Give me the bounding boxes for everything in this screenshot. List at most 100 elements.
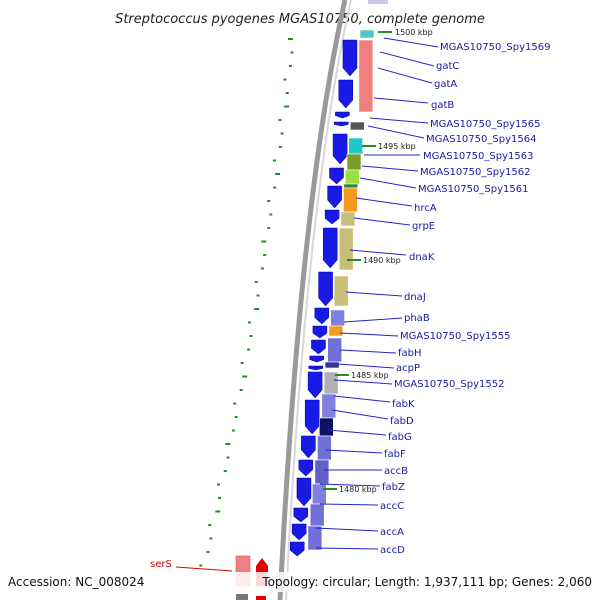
gene-label-gata[interactable]: gatA	[377, 67, 457, 90]
tick-label: 1500 kbp	[395, 28, 433, 37]
gc-dash	[218, 497, 222, 499]
cds-arrow	[298, 459, 314, 477]
gene-label-dnaj[interactable]: dnaJ	[345, 291, 426, 303]
gene-label-spy1561[interactable]: MGAS10750_Spy1561	[359, 177, 528, 195]
gene-label-fabf[interactable]: fabF	[325, 449, 406, 460]
svg-text:acpP[interactable]: acpP	[396, 363, 420, 374]
gc-dash	[267, 200, 271, 202]
rna-label-sers[interactable]: serS	[150, 559, 233, 572]
cds-arrow	[307, 371, 323, 399]
kbp-ticks: 1500 kbp 1495 kbp 1490 kbp 1485 kbp 1480…	[323, 28, 433, 494]
gene-label-gatc[interactable]: gatC	[379, 51, 459, 72]
gene-label-accb[interactable]: accB	[324, 466, 408, 477]
gene-label-fabz[interactable]: fabZ	[319, 482, 405, 493]
accession-text: Accession: NC_008024	[8, 575, 144, 589]
svg-text:fabK[interactable]: fabK	[392, 399, 415, 410]
svg-text:dnaK[interactable]: dnaK	[409, 252, 435, 263]
gc-dash	[242, 375, 248, 378]
cds-arrow	[293, 507, 309, 523]
gc-dash	[267, 227, 271, 229]
cog-block	[309, 503, 325, 527]
gc-dash	[226, 456, 230, 459]
svg-text:MGAS10750_Spy1561[interactable]: MGAS10750_Spy1561	[418, 184, 528, 195]
gene-label-dnak[interactable]: dnaK	[349, 249, 435, 263]
tick-label: 1495 kbp	[378, 142, 416, 151]
gene-label-spy1565[interactable]: MGAS10750_Spy1565	[369, 117, 540, 130]
tick-1500: 1500 kbp	[378, 28, 433, 37]
svg-text:MGAS10750_Spy1563[interactable]: MGAS10750_Spy1563	[423, 151, 533, 162]
gene-label-gatb[interactable]: gatB	[373, 97, 454, 111]
svg-text:gatB[interactable]: gatB	[431, 100, 454, 111]
gc-dash	[278, 119, 282, 121]
cds-arrow	[301, 435, 316, 459]
svg-text:accB[interactable]: accB	[384, 466, 408, 477]
gene-label-hrca[interactable]: hrcA	[355, 197, 437, 214]
gene-label-acca[interactable]: accA	[315, 527, 404, 538]
gc-dash	[254, 281, 258, 283]
svg-text:accA[interactable]: accA	[380, 527, 404, 538]
gene-label-spy1555[interactable]: MGAS10750_Spy1555	[339, 331, 510, 342]
cog-block	[348, 137, 364, 155]
gc-dash	[261, 240, 267, 243]
cds-arrow	[342, 39, 358, 77]
gc-dash	[240, 362, 244, 364]
gene-label-fabh[interactable]: fabH	[339, 348, 422, 359]
svg-text:MGAS10750_Spy1565[interactable]: MGAS10750_Spy1565	[430, 119, 540, 130]
svg-text:MGAS10750_Spy1564[interactable]: MGAS10750_Spy1564	[426, 134, 536, 145]
svg-text:fabH[interactable]: fabH	[398, 348, 422, 359]
svg-text:phaB[interactable]: phaB	[404, 313, 430, 324]
svg-text:hrcA[interactable]: hrcA	[414, 203, 437, 214]
gene-label-spy1569[interactable]: MGAS10750_Spy1569	[383, 37, 550, 53]
svg-text:fabD[interactable]: fabD	[390, 416, 414, 427]
gc-dash	[256, 294, 260, 297]
gene-label-spy1563[interactable]: MGAS10750_Spy1563	[364, 151, 533, 162]
svg-text:MGAS10750_Spy1555[interactable]: MGAS10750_Spy1555	[400, 331, 510, 342]
svg-text:MGAS10750_Spy1552[interactable]: MGAS10750_Spy1552	[394, 379, 504, 390]
cog-block	[327, 337, 343, 363]
svg-text:gatC[interactable]: gatC	[436, 61, 459, 72]
svg-text:serS[interactable]: serS	[150, 559, 172, 570]
tick-1490: 1490 kbp	[347, 256, 401, 265]
cds-arrow	[335, 111, 350, 119]
cds-arrow	[324, 209, 340, 225]
tick-label: 1485 kbp	[351, 371, 389, 380]
gene-label-spy1564[interactable]: MGAS10750_Spy1564	[367, 125, 536, 145]
gene-label-fabd[interactable]: fabD	[331, 409, 414, 427]
cds-arrow	[334, 121, 349, 127]
gc-dash	[208, 524, 212, 526]
svg-text:fabG[interactable]: fabG	[388, 432, 412, 443]
gene-label-spy1562[interactable]: MGAS10750_Spy1562	[361, 165, 530, 178]
gc-dash	[280, 132, 284, 135]
svg-text:accD[interactable]: accD	[380, 545, 405, 556]
svg-text:accC[interactable]: accC	[380, 501, 404, 512]
gc-dash	[273, 159, 276, 162]
gene-label-spy1552[interactable]: MGAS10750_Spy1552	[333, 379, 504, 390]
svg-text:MGAS10750_Spy1569[interactable]: MGAS10750_Spy1569	[440, 42, 550, 53]
svg-text:fabF[interactable]: fabF	[384, 449, 406, 460]
cog-block	[307, 525, 323, 551]
gene-label-accc[interactable]: accC	[319, 501, 404, 512]
svg-text:gatA[interactable]: gatA	[434, 79, 457, 90]
gc-dash	[273, 186, 277, 189]
svg-text:grpE[interactable]: grpE	[412, 221, 435, 232]
gene-label-fabk[interactable]: fabK	[333, 395, 415, 410]
svg-text:fabZ[interactable]: fabZ	[382, 482, 405, 493]
cog-block	[338, 227, 354, 271]
gene-label-phab[interactable]: phaB	[343, 313, 430, 324]
cds-arrow	[296, 477, 312, 507]
gene-label-fabg[interactable]: fabG	[327, 429, 412, 443]
cds-lane	[289, 39, 358, 557]
cds-arrow	[309, 355, 325, 363]
gene-label-grpe[interactable]: grpE	[353, 217, 435, 232]
genome-summary-text: Topology: circular; Length: 1,937,111 bp…	[261, 575, 592, 589]
svg-text:dnaJ[interactable]: dnaJ	[404, 292, 426, 303]
genome-backbone-inner	[285, 0, 352, 600]
gene-label-acpp[interactable]: acpP	[337, 363, 420, 374]
gc-dash	[249, 335, 253, 337]
tick-1485: 1485 kbp	[335, 371, 389, 380]
gene-labels: MGAS10750_Spy1569 gatC gatA gatB MGAS107…	[150, 37, 550, 572]
gene-label-accd[interactable]: accD	[315, 545, 405, 556]
cds-arrow	[289, 541, 305, 557]
tick-1480: 1480 kbp	[323, 485, 377, 494]
svg-text:MGAS10750_Spy1562[interactable]: MGAS10750_Spy1562	[420, 167, 530, 178]
